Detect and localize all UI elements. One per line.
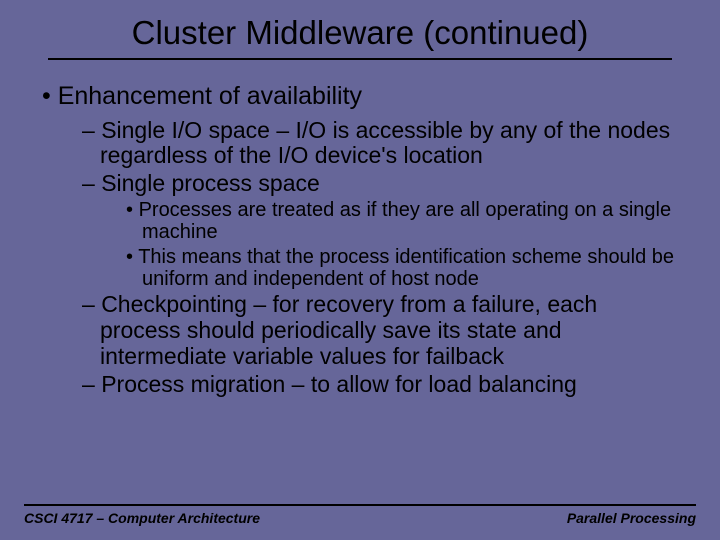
bullet-lvl3: Processes are treated as if they are all… bbox=[38, 199, 682, 244]
bullet-lvl3: This means that the process identificati… bbox=[38, 246, 682, 291]
slide: Cluster Middleware (continued) Enhanceme… bbox=[0, 0, 720, 540]
footer-rule bbox=[24, 504, 696, 506]
bullet-lvl2: Checkpointing – for recovery from a fail… bbox=[38, 292, 682, 369]
slide-title: Cluster Middleware (continued) bbox=[0, 0, 720, 58]
bullet-lvl1: Enhancement of availability bbox=[38, 82, 682, 112]
footer-row: CSCI 4717 – Computer Architecture Parall… bbox=[24, 510, 696, 526]
slide-footer: CSCI 4717 – Computer Architecture Parall… bbox=[24, 504, 696, 526]
bullet-lvl2: Single I/O space – I/O is accessible by … bbox=[38, 118, 682, 170]
slide-content: Enhancement of availability Single I/O s… bbox=[0, 60, 720, 397]
bullet-lvl2: Process migration – to allow for load ba… bbox=[38, 372, 682, 398]
bullet-lvl2: Single process space bbox=[38, 171, 682, 197]
footer-left: CSCI 4717 – Computer Architecture bbox=[24, 510, 260, 526]
footer-right: Parallel Processing bbox=[567, 510, 696, 526]
